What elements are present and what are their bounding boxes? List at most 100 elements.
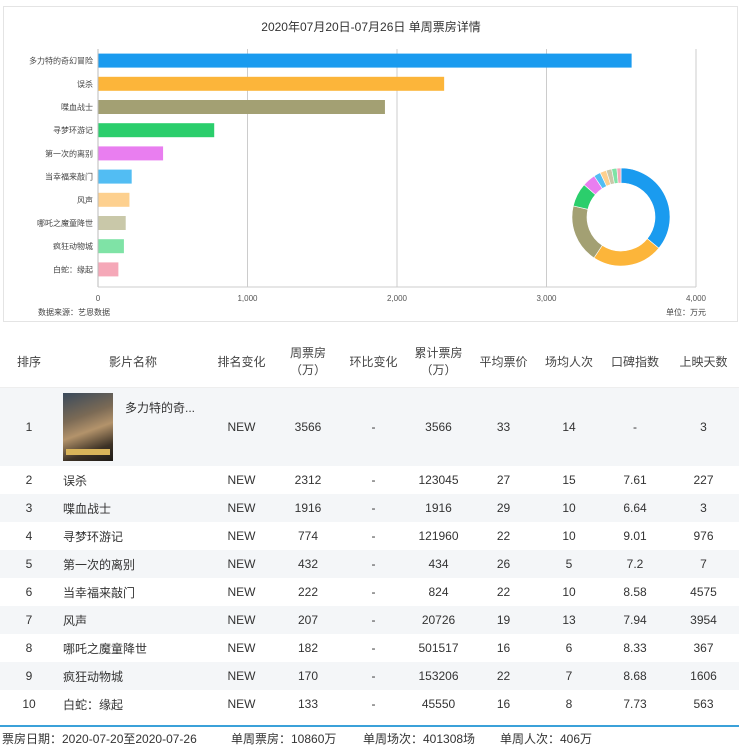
chart-title: 2020年07月20日-07月26日 单周票房详情 — [261, 19, 480, 34]
film-name-text[interactable]: 误杀 — [63, 473, 88, 488]
cell-days: 3 — [668, 387, 739, 466]
cell-avg-price: 16 — [496, 697, 511, 711]
cell-rating: 8.58 — [623, 585, 647, 599]
bar-6 — [98, 169, 132, 184]
cell-days: 367 — [693, 641, 714, 655]
summary-footer: 票房日期：2020-07-20至2020-07-26 单周票房：10860万 单… — [0, 725, 739, 747]
cell-avg-price: 22 — [471, 662, 536, 690]
table-row[interactable]: 3 喋血战士 NEW 1916-1916 29 10 6.64 3 — [0, 494, 739, 522]
cell-days: 3954 — [668, 606, 739, 634]
cell-rank-change: NEW — [208, 662, 275, 690]
table-row[interactable]: 10 白蛇：缘起 NEW 133 - 45550 16 8 7.73 563 — [0, 690, 739, 718]
film-name-text[interactable]: 风声 — [63, 613, 88, 628]
cell-avg-price: 26 — [471, 550, 536, 578]
cell-rank-change: NEW — [208, 387, 275, 466]
cell-rank-change: NEW — [208, 494, 275, 522]
bar-7 — [98, 192, 130, 207]
cell-avg-price: 33 — [471, 387, 536, 466]
cell-film-name[interactable]: 喋血战士 — [58, 494, 208, 522]
cell-film-name[interactable]: 寻梦环游记 — [58, 522, 208, 550]
table-row[interactable]: 8 哪吒之魔童降世 NEW 182 - 501517 16 6 8.33 367 — [0, 634, 739, 662]
cell-total-box: 1916 — [406, 494, 471, 522]
cell-total-box: 434 — [406, 550, 471, 578]
table-row[interactable]: 9 疯狂动物城 NEW 170-153206 22 7 8.68 1606 — [0, 662, 739, 690]
cell-avg-attendance: 8 — [565, 697, 573, 711]
cell-avg-price: 22 — [496, 585, 511, 599]
category-label: 哪吒之魔童降世 — [37, 218, 93, 228]
cell-rank: 8 — [25, 641, 33, 655]
cell-film-name[interactable]: 白蛇：缘起 — [58, 690, 208, 718]
cell-days: 976 — [693, 529, 714, 543]
cell-rank: 1 — [0, 387, 58, 466]
cell-total-box: 123045 — [418, 473, 459, 487]
cell-rank: 3 — [0, 494, 58, 522]
film-name-text[interactable]: 白蛇：缘起 — [63, 697, 124, 712]
cell-weekly-box: 2312 — [294, 473, 322, 487]
footer-date: 票房日期：2020-07-20至2020-07-26 — [2, 732, 197, 746]
cell-rank-change: NEW — [227, 529, 256, 543]
category-label: 寻梦环游记 — [53, 125, 93, 135]
cell-avg-price: 29 — [471, 494, 536, 522]
cell-days: 227 — [693, 473, 714, 487]
header-rank: 排序 — [0, 337, 58, 388]
table-row[interactable]: 1 多力特的奇... NEW 3566-3566 33 14-3 — [0, 387, 739, 466]
cell-film-name[interactable]: 多力特的奇... — [58, 387, 208, 466]
film-name-text[interactable]: 寻梦环游记 — [63, 529, 124, 544]
film-poster-image[interactable] — [63, 393, 113, 461]
header-film-name: 影片名称 — [58, 337, 208, 388]
chart-panel: 2020年07月20日-07月26日 单周票房详情 0 1,000 2,000 3,00… — [3, 6, 738, 322]
film-name-text[interactable]: 当幸福来敲门 — [63, 585, 136, 600]
cell-wow-change: - — [371, 641, 376, 655]
film-name-text[interactable]: 疯狂动物城 — [63, 669, 124, 684]
cell-days: 1606 — [668, 662, 739, 690]
table-row[interactable]: 7 风声 NEW 207-20726 19 13 7.94 3954 — [0, 606, 739, 634]
box-office-chart: 2020年07月20日-07月26日 单周票房详情 0 1,000 2,000 3,00… — [29, 19, 707, 303]
cell-rank: 6 — [25, 585, 33, 599]
category-label: 当幸福来敲门 — [45, 172, 93, 182]
film-name-text[interactable]: 喋血战士 — [63, 501, 112, 516]
bar-10 — [98, 262, 119, 277]
film-name-text[interactable]: 哪吒之魔童降世 — [63, 641, 148, 656]
header-avg-attendance: 场均人次 — [536, 337, 602, 388]
table-row[interactable]: 2 误杀 NEW 2312 - 123045 27 15 7.61 227 — [0, 466, 739, 494]
cell-avg-attendance: 10 — [562, 585, 576, 599]
table-row[interactable]: 4 寻梦环游记 NEW 774 - 121960 22 10 9.01 976 — [0, 522, 739, 550]
x-tick-label: 2,000 — [387, 294, 408, 303]
cell-wow-change: - — [371, 697, 376, 711]
header-wow-change: 环比变化 — [341, 337, 406, 388]
cell-days: 7 — [668, 550, 739, 578]
cell-weekly-box: 133 — [297, 697, 319, 711]
x-tick-label: 0 — [96, 294, 101, 303]
cell-total-box: 824 — [428, 585, 449, 599]
cell-rank-change: NEW — [227, 697, 256, 711]
table-row[interactable]: 5 第一次的离别 NEW 432-434 26 5 7.2 7 — [0, 550, 739, 578]
cell-film-name[interactable]: 当幸福来敲门 — [58, 578, 208, 606]
cell-rating: 6.64 — [602, 494, 668, 522]
cell-film-name[interactable]: 哪吒之魔童降世 — [58, 634, 208, 662]
donut-slice-2 — [593, 238, 660, 267]
film-name-text[interactable]: 多力特的奇... — [125, 401, 196, 415]
category-label: 喋血战士 — [61, 102, 93, 112]
cell-avg-price: 22 — [496, 529, 511, 543]
cell-avg-attendance: 7 — [536, 662, 602, 690]
cell-rating: - — [602, 387, 668, 466]
cell-wow-change: - — [371, 529, 376, 543]
table-row[interactable]: 6 当幸福来敲门 NEW 222 - 824 22 10 8.58 4575 — [0, 578, 739, 606]
footer-weekly-people: 单周人次：406万 — [500, 732, 593, 746]
cell-rank: 2 — [25, 473, 33, 487]
cell-avg-attendance: 15 — [562, 473, 576, 487]
cell-rank: 10 — [22, 697, 36, 711]
cell-film-name[interactable]: 风声 — [58, 606, 208, 634]
cell-weekly-box: 1916 — [275, 494, 341, 522]
cell-film-name[interactable]: 疯狂动物城 — [58, 662, 208, 690]
film-name-text[interactable]: 第一次的离别 — [63, 557, 136, 572]
cell-film-name[interactable]: 误杀 — [58, 466, 208, 494]
cell-weekly-box: 222 — [297, 585, 319, 599]
cell-total-box: 3566 — [406, 387, 471, 466]
category-label: 风声 — [77, 195, 93, 205]
cell-rating: 7.2 — [602, 550, 668, 578]
cell-film-name[interactable]: 第一次的离别 — [58, 550, 208, 578]
cell-avg-attendance: 5 — [536, 550, 602, 578]
category-label: 白蛇：缘起 — [53, 264, 93, 274]
bar-2 — [98, 76, 445, 91]
